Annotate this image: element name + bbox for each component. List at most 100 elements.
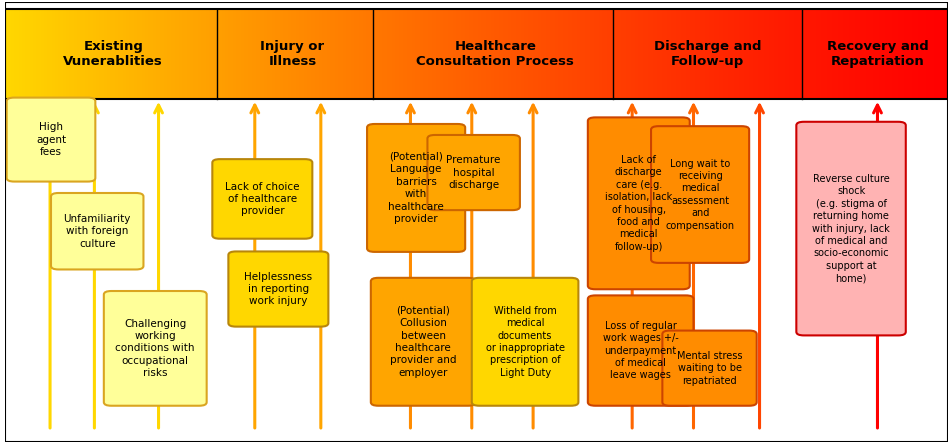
Bar: [674, 9, 677, 99]
Bar: [496, 9, 500, 99]
Bar: [582, 9, 585, 99]
Bar: [327, 9, 329, 99]
Bar: [764, 9, 766, 99]
Bar: [667, 9, 670, 99]
Bar: [148, 9, 150, 99]
Bar: [900, 9, 903, 99]
Bar: [24, 9, 27, 99]
Bar: [234, 9, 237, 99]
Bar: [510, 9, 513, 99]
Bar: [501, 9, 505, 99]
Bar: [611, 9, 614, 99]
Bar: [655, 9, 658, 99]
Bar: [411, 9, 414, 99]
Bar: [380, 9, 383, 99]
Bar: [333, 9, 336, 99]
Bar: [46, 9, 49, 99]
Bar: [25, 9, 29, 99]
Bar: [413, 9, 416, 99]
Bar: [495, 9, 498, 99]
Bar: [459, 9, 462, 99]
Bar: [464, 9, 466, 99]
Bar: [613, 9, 616, 99]
Bar: [94, 9, 97, 99]
Bar: [559, 9, 563, 99]
Bar: [630, 9, 633, 99]
Bar: [36, 9, 39, 99]
Bar: [263, 9, 266, 99]
Bar: [506, 9, 508, 99]
Bar: [526, 9, 529, 99]
Bar: [809, 9, 812, 99]
Bar: [407, 9, 410, 99]
Bar: [408, 9, 411, 99]
Bar: [300, 9, 303, 99]
Bar: [289, 9, 292, 99]
Bar: [619, 9, 622, 99]
Bar: [157, 9, 160, 99]
Bar: [60, 9, 63, 99]
Bar: [739, 9, 742, 99]
Bar: [248, 9, 251, 99]
Bar: [599, 9, 602, 99]
Bar: [119, 9, 123, 99]
Bar: [805, 9, 809, 99]
Bar: [664, 9, 667, 99]
Bar: [899, 9, 902, 99]
Bar: [208, 9, 210, 99]
Bar: [484, 9, 486, 99]
Bar: [636, 9, 639, 99]
Bar: [145, 9, 148, 99]
Bar: [38, 9, 41, 99]
Bar: [682, 9, 684, 99]
Bar: [930, 9, 933, 99]
Bar: [357, 9, 360, 99]
Bar: [106, 9, 109, 99]
Bar: [841, 9, 843, 99]
Bar: [778, 9, 781, 99]
Bar: [319, 9, 322, 99]
Bar: [404, 9, 407, 99]
Bar: [51, 9, 55, 99]
Bar: [454, 9, 457, 99]
Bar: [694, 9, 697, 99]
Bar: [870, 9, 873, 99]
FancyBboxPatch shape: [650, 126, 748, 263]
Bar: [542, 9, 545, 99]
Bar: [101, 9, 104, 99]
Bar: [305, 9, 307, 99]
Bar: [270, 9, 273, 99]
Bar: [65, 9, 68, 99]
Bar: [11, 9, 14, 99]
Bar: [41, 9, 44, 99]
Bar: [399, 9, 402, 99]
Bar: [631, 9, 634, 99]
Bar: [520, 9, 523, 99]
Bar: [387, 9, 389, 99]
Bar: [746, 9, 749, 99]
Bar: [256, 9, 259, 99]
Bar: [684, 9, 688, 99]
Bar: [74, 9, 77, 99]
Bar: [149, 9, 152, 99]
Bar: [314, 9, 317, 99]
Bar: [713, 9, 716, 99]
FancyBboxPatch shape: [51, 193, 144, 270]
Bar: [140, 9, 143, 99]
FancyBboxPatch shape: [228, 251, 328, 327]
Bar: [227, 9, 229, 99]
Bar: [177, 9, 181, 99]
Bar: [129, 9, 131, 99]
Bar: [785, 9, 788, 99]
Bar: [606, 9, 609, 99]
Bar: [671, 9, 674, 99]
Bar: [49, 9, 51, 99]
Bar: [389, 9, 392, 99]
Text: Mental stress
waiting to be
repatriated: Mental stress waiting to be repatriated: [676, 351, 742, 385]
Bar: [225, 9, 228, 99]
Bar: [135, 9, 138, 99]
Bar: [150, 9, 154, 99]
Bar: [696, 9, 699, 99]
Text: Premature
hospital
discharge: Premature hospital discharge: [446, 155, 501, 190]
Bar: [944, 9, 947, 99]
